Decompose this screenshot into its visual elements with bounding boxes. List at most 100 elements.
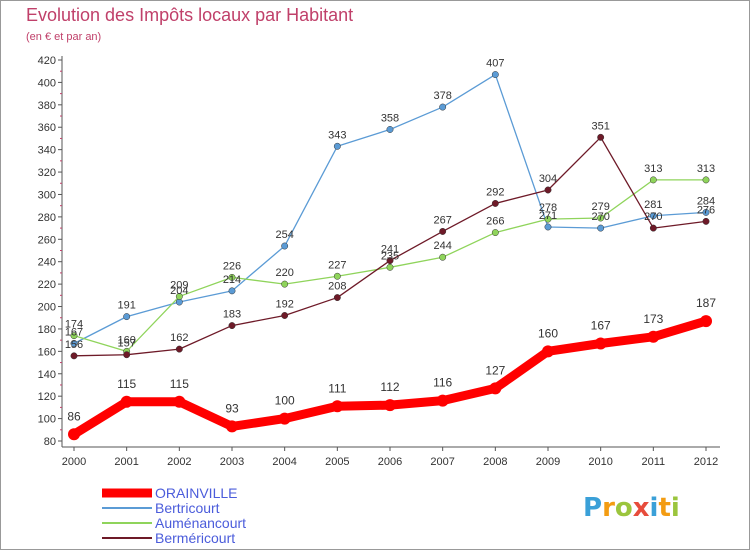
data-label-aumenancourt: 278 (539, 202, 557, 214)
data-point-bermericourt (597, 133, 605, 141)
data-point-orainville (436, 394, 449, 407)
x-tick-label: 2003 (220, 456, 244, 468)
data-point-orainville (700, 315, 712, 328)
data-label-bermericourt: 270 (644, 211, 662, 223)
data-point-aumenancourt (175, 292, 183, 300)
data-point-orainville (226, 420, 238, 433)
data-label-bermericourt: 267 (433, 214, 451, 226)
data-point-bertricourt (281, 242, 289, 250)
data-label-bertricourt: 270 (591, 211, 609, 223)
y-tick-label: 80 (44, 436, 56, 448)
data-label-bertricourt: 407 (486, 58, 504, 70)
x-tick-label: 2012 (694, 456, 718, 468)
y-tick-label: 320 (38, 167, 56, 179)
data-label-bermericourt: 183 (223, 309, 241, 321)
data-point-bertricourt (544, 223, 552, 231)
data-point-orainville (68, 428, 80, 441)
data-label-aumenancourt: 313 (697, 163, 715, 175)
data-point-orainville (647, 330, 660, 343)
data-label-orainville: 100 (275, 394, 295, 408)
data-point-bertricourt (649, 212, 657, 220)
data-label-aumenancourt: 279 (591, 201, 609, 213)
y-tick-label: 400 (38, 77, 56, 89)
data-point-bermericourt (228, 322, 236, 330)
data-point-aumenancourt (491, 229, 499, 237)
data-point-bertricourt (439, 103, 447, 111)
data-label-bermericourt: 157 (117, 338, 135, 350)
data-point-aumenancourt (702, 176, 710, 184)
data-label-bermericourt: 304 (539, 173, 557, 185)
data-label-bertricourt: 358 (381, 112, 399, 124)
data-point-bermericourt (544, 186, 552, 194)
data-label-bertricourt: 281 (644, 199, 662, 211)
legend-entry: Bertricourt (155, 500, 220, 516)
x-tick-label: 2005 (325, 456, 349, 468)
data-label-orainville: 86 (67, 409, 81, 423)
data-point-orainville (542, 345, 554, 358)
axes: 80 100 120 140 160 180 200 220 240 260 280 300 320 34… (38, 55, 720, 468)
data-label-orainville: 187 (696, 296, 716, 310)
x-tick-label: 2001 (114, 456, 138, 468)
data-point-orainville (120, 395, 133, 408)
data-point-bertricourt (333, 142, 341, 150)
data-point-aumenancourt (386, 263, 394, 271)
data-point-orainville (594, 337, 607, 350)
data-label-aumenancourt: 209 (170, 279, 188, 291)
data-point-bermericourt (70, 352, 78, 360)
data-point-orainville (173, 395, 186, 408)
x-tick-label: 2011 (642, 456, 666, 468)
data-point-bermericourt (123, 351, 131, 359)
data-label-aumenancourt: 227 (328, 259, 346, 271)
data-label-aumenancourt: 160 (117, 334, 135, 346)
data-point-bertricourt (702, 208, 710, 216)
y-tick-label: 360 (38, 122, 56, 134)
legend-entry: Berméricourt (155, 530, 235, 546)
data-point-bertricourt (491, 71, 499, 79)
data-label-bermericourt: 192 (275, 298, 293, 310)
y-tick-label: 300 (38, 189, 56, 201)
legend: ORAINVILLEBertricourtAuménancourtBerméri… (102, 485, 246, 546)
x-tick-label: 2004 (272, 456, 296, 468)
data-label-bertricourt: 214 (223, 274, 241, 286)
data-label-aumenancourt: 235 (381, 250, 399, 262)
y-tick-label: 380 (38, 100, 56, 112)
data-point-aumenancourt (281, 280, 289, 288)
data-label-bertricourt: 254 (275, 229, 293, 241)
data-point-orainville (331, 400, 344, 413)
data-label-bermericourt: 241 (381, 244, 399, 256)
data-label-orainville: 127 (485, 363, 505, 377)
x-tick-label: 2000 (62, 456, 86, 468)
data-label-bertricourt: 343 (328, 129, 346, 141)
data-label-orainville: 115 (117, 377, 136, 391)
x-tick-label: 2010 (588, 456, 612, 468)
y-tick-label: 220 (38, 279, 56, 291)
proxiti-logo: Proxiti (583, 493, 680, 523)
data-label-bertricourt: 204 (170, 285, 188, 297)
data-point-aumenancourt (597, 214, 605, 222)
data-label-bermericourt: 292 (486, 186, 504, 198)
data-point-bertricourt (70, 340, 78, 347)
data-label-bertricourt: 191 (117, 300, 135, 312)
data-point-bermericourt (281, 312, 289, 319)
data-point-bertricourt (597, 224, 605, 232)
data-point-bertricourt (386, 126, 394, 133)
data-label-orainville: 111 (328, 381, 347, 395)
y-tick-label: 180 (38, 324, 56, 336)
x-tick-label: 2008 (483, 456, 507, 468)
data-label-bermericourt: 208 (328, 281, 346, 293)
chart-title: Evolution des Impôts locaux par Habitant (26, 5, 353, 25)
data-label-bermericourt: 156 (65, 339, 83, 351)
y-tick-label: 280 (38, 212, 56, 224)
data-point-aumenancourt (70, 332, 78, 340)
data-point-bermericourt (386, 257, 394, 265)
y-tick-label: 140 (38, 369, 56, 381)
data-label-orainville: 115 (170, 377, 189, 391)
data-point-aumenancourt (439, 253, 447, 261)
data-label-orainville: 160 (538, 326, 558, 340)
data-point-orainville (489, 382, 502, 395)
data-label-aumenancourt: 266 (486, 216, 504, 228)
data-point-bertricourt (123, 313, 131, 321)
